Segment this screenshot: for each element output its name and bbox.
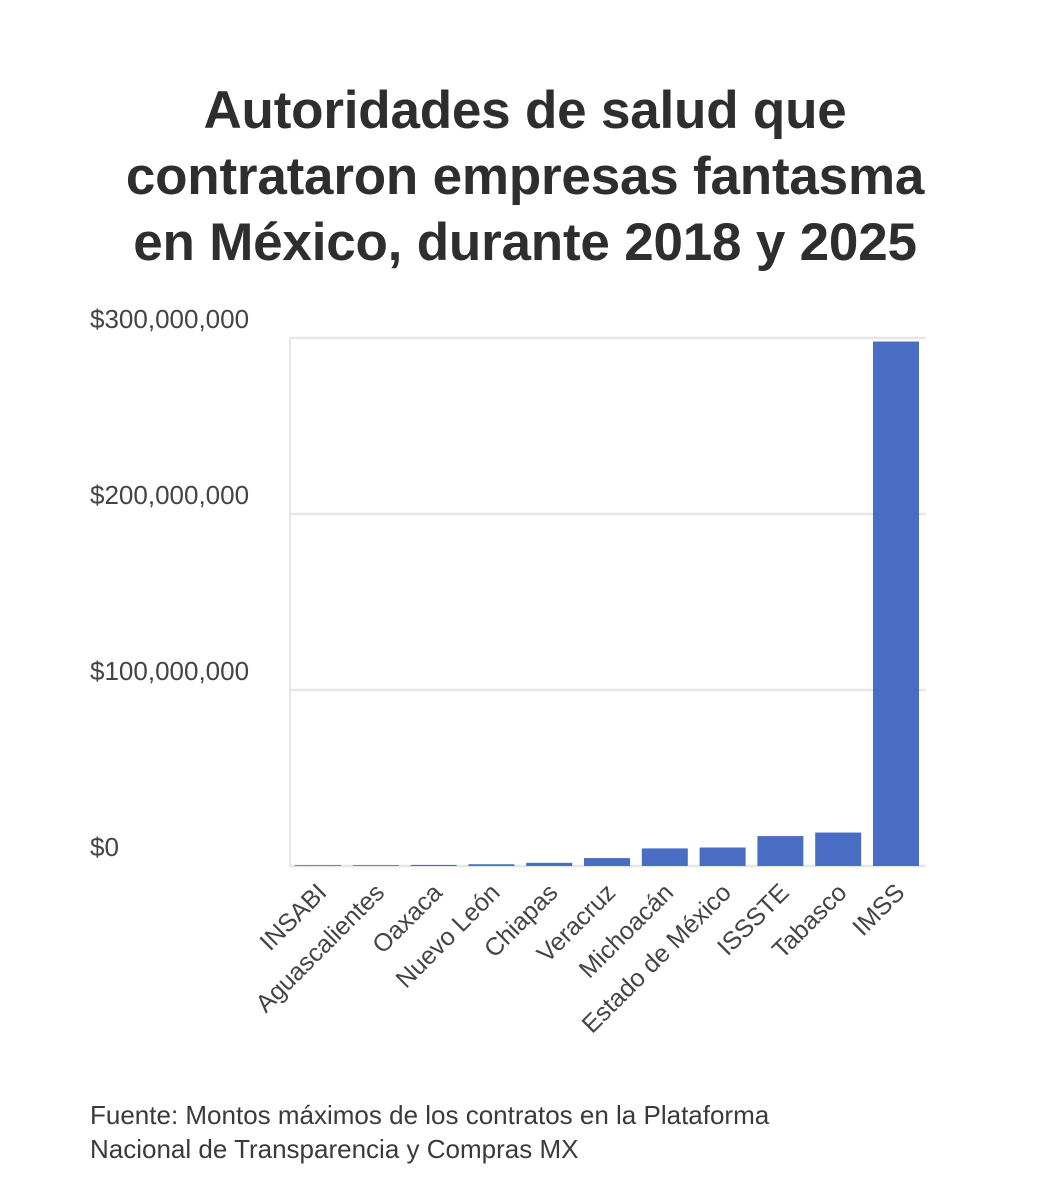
y-tick-label: $100,000,000 (90, 656, 249, 686)
bar (584, 858, 630, 866)
chart-title: Autoridades de salud que contrataron emp… (0, 78, 1050, 276)
bar (699, 847, 746, 866)
bar (352, 865, 399, 866)
source-note: Fuente: Montos máximos de los contratos … (90, 1098, 990, 1166)
y-tick-label: $200,000,000 (90, 480, 249, 510)
bar (526, 862, 573, 866)
bar (641, 848, 688, 866)
y-tick-label: $0 (90, 832, 119, 862)
bars (295, 341, 919, 866)
bar (757, 836, 804, 866)
chart-title-line-2: contrataron empresas fantasma (125, 147, 925, 206)
bar-chart: $0 $100,000,000 $200,000,000 $300,000,000 I… (90, 304, 926, 1039)
y-tick-label: $300,000,000 (90, 304, 249, 334)
bar (410, 864, 457, 866)
x-category-label: IMSS (847, 878, 910, 941)
gridlines (289, 336, 926, 868)
source-note-line-1: Fuente: Montos máximos de los contratos … (90, 1100, 770, 1130)
chart-title-line-1: Autoridades de salud que (203, 81, 847, 140)
bar (295, 865, 341, 866)
bar (873, 341, 919, 866)
bar (468, 864, 515, 866)
y-axis-tick-labels: $0 $100,000,000 $200,000,000 $300,000,000 (90, 304, 249, 862)
bar (815, 832, 862, 866)
chart-title-line-3: en México, durante 2018 y 2025 (133, 213, 917, 272)
source-note-line-2: Nacional de Transparencia y Compras MX (90, 1134, 579, 1164)
